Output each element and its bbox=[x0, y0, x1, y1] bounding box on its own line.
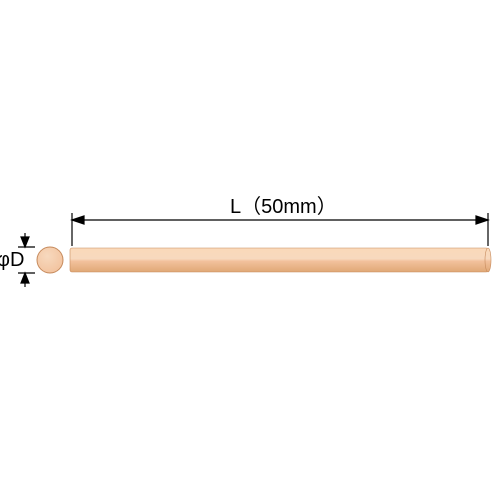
rod-body bbox=[70, 248, 488, 272]
length-label: L（50mm） bbox=[230, 195, 337, 218]
cross-section-circle bbox=[37, 247, 63, 273]
diagram-svg: L（50mm） φD bbox=[0, 0, 500, 500]
rod-endcap bbox=[485, 248, 491, 272]
diameter-label: φD bbox=[0, 249, 24, 271]
rod-diagram: L（50mm） φD bbox=[0, 0, 500, 500]
